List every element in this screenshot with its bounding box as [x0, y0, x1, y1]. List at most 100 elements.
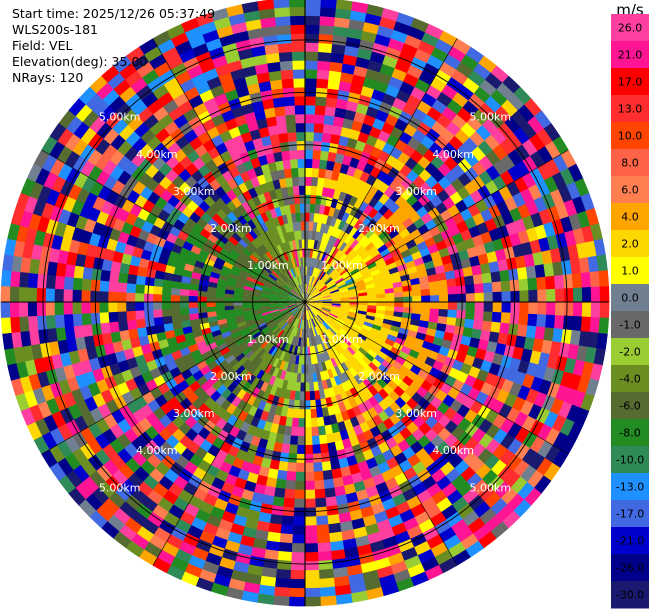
gate-cell	[92, 333, 104, 347]
gate-cell	[254, 529, 269, 541]
gate-cell	[152, 141, 168, 157]
gate-cell	[248, 500, 263, 513]
gate-cell	[472, 479, 489, 496]
gate-cell	[321, 132, 333, 144]
gate-cell	[138, 445, 154, 461]
gate-cell	[532, 251, 544, 267]
gate-cell	[361, 368, 372, 379]
gate-cell	[275, 279, 285, 287]
gate-cell	[334, 412, 344, 424]
colorbar-bin	[611, 446, 649, 474]
gate-cell	[129, 225, 142, 238]
gate-cell	[99, 279, 110, 292]
gate-cell	[237, 47, 254, 61]
gate-cell	[9, 301, 20, 318]
gate-cell	[260, 231, 270, 243]
gate-cell	[319, 24, 335, 36]
gate-cell	[268, 189, 278, 200]
gate-cell	[82, 266, 94, 280]
gate-cell	[352, 352, 363, 363]
gate-cell	[97, 402, 112, 419]
gate-cell	[260, 211, 269, 223]
gate-cell	[314, 497, 327, 508]
gate-cell	[77, 347, 90, 363]
gate-cell	[239, 151, 251, 164]
gate-cell	[480, 231, 493, 245]
gate-cell	[329, 179, 338, 190]
gate-cell	[501, 291, 512, 303]
gate-cell	[460, 533, 479, 551]
gate-cell	[343, 446, 355, 458]
gate-cell	[271, 142, 282, 154]
gate-cell	[275, 478, 287, 490]
gate-cell	[290, 158, 299, 169]
gate-cell	[293, 327, 299, 337]
gate-cell	[490, 399, 505, 415]
gate-cell	[339, 466, 352, 478]
ring-label: 2.00km	[358, 370, 400, 383]
gate-cell	[349, 328, 360, 337]
gate-cell	[261, 201, 270, 213]
gate-cell	[368, 493, 383, 507]
gate-cell	[239, 250, 250, 260]
gate-cell	[344, 246, 354, 256]
gate-cell	[455, 276, 466, 287]
gate-cell	[355, 336, 366, 345]
gate-cell	[336, 503, 350, 515]
gate-cell	[298, 302, 305, 309]
gate-cell	[443, 53, 462, 70]
gate-cell	[231, 385, 242, 397]
gate-cell	[187, 250, 199, 261]
gate-cell	[355, 489, 369, 502]
gate-cell	[299, 294, 305, 302]
gate-cell	[357, 460, 370, 473]
gate-cell	[417, 326, 428, 335]
gate-cell	[207, 217, 219, 229]
gate-cell	[418, 409, 432, 423]
gate-cell	[125, 130, 142, 147]
gate-cell	[211, 266, 222, 275]
gate-cell	[184, 415, 198, 429]
gate-cell	[360, 85, 375, 99]
gate-cell	[338, 511, 352, 524]
gate-cell	[302, 247, 306, 258]
gate-cell	[57, 127, 74, 147]
gate-cell	[323, 177, 332, 189]
gate-cell	[10, 207, 25, 226]
gate-cell	[267, 275, 277, 283]
gate-cell	[192, 42, 210, 57]
gate-cell	[528, 184, 543, 201]
gate-cell	[285, 314, 294, 323]
gate-cell	[192, 466, 207, 481]
gate-cell	[232, 218, 244, 229]
gate-cell	[338, 352, 348, 363]
gate-cell	[203, 67, 220, 82]
gate-cell	[315, 315, 323, 325]
gate-cell	[552, 261, 564, 277]
gate-cell	[351, 443, 363, 456]
gate-cell	[349, 293, 359, 298]
gate-cell	[373, 200, 385, 212]
gate-cell	[57, 423, 73, 441]
gate-cell	[247, 405, 258, 417]
gate-cell	[581, 302, 592, 318]
gate-cell	[36, 287, 47, 302]
gate-cell	[319, 333, 326, 344]
gate-cell	[572, 287, 583, 303]
gate-cell	[355, 102, 370, 116]
gate-cell	[285, 241, 292, 251]
gate-cell	[321, 460, 332, 472]
gate-cell	[280, 69, 294, 80]
gate-cell	[62, 363, 76, 380]
gate-cell	[321, 321, 330, 331]
gate-cell	[501, 302, 512, 314]
gate-cell	[355, 432, 367, 445]
gate-cell	[276, 469, 288, 481]
ring-label: 5.00km	[99, 111, 141, 124]
gate-cell	[456, 371, 469, 384]
gate-cell	[118, 463, 135, 480]
gate-cell	[279, 308, 289, 314]
gate-cell	[292, 408, 300, 419]
gate-cell	[273, 268, 282, 277]
gate-cell	[94, 245, 107, 260]
